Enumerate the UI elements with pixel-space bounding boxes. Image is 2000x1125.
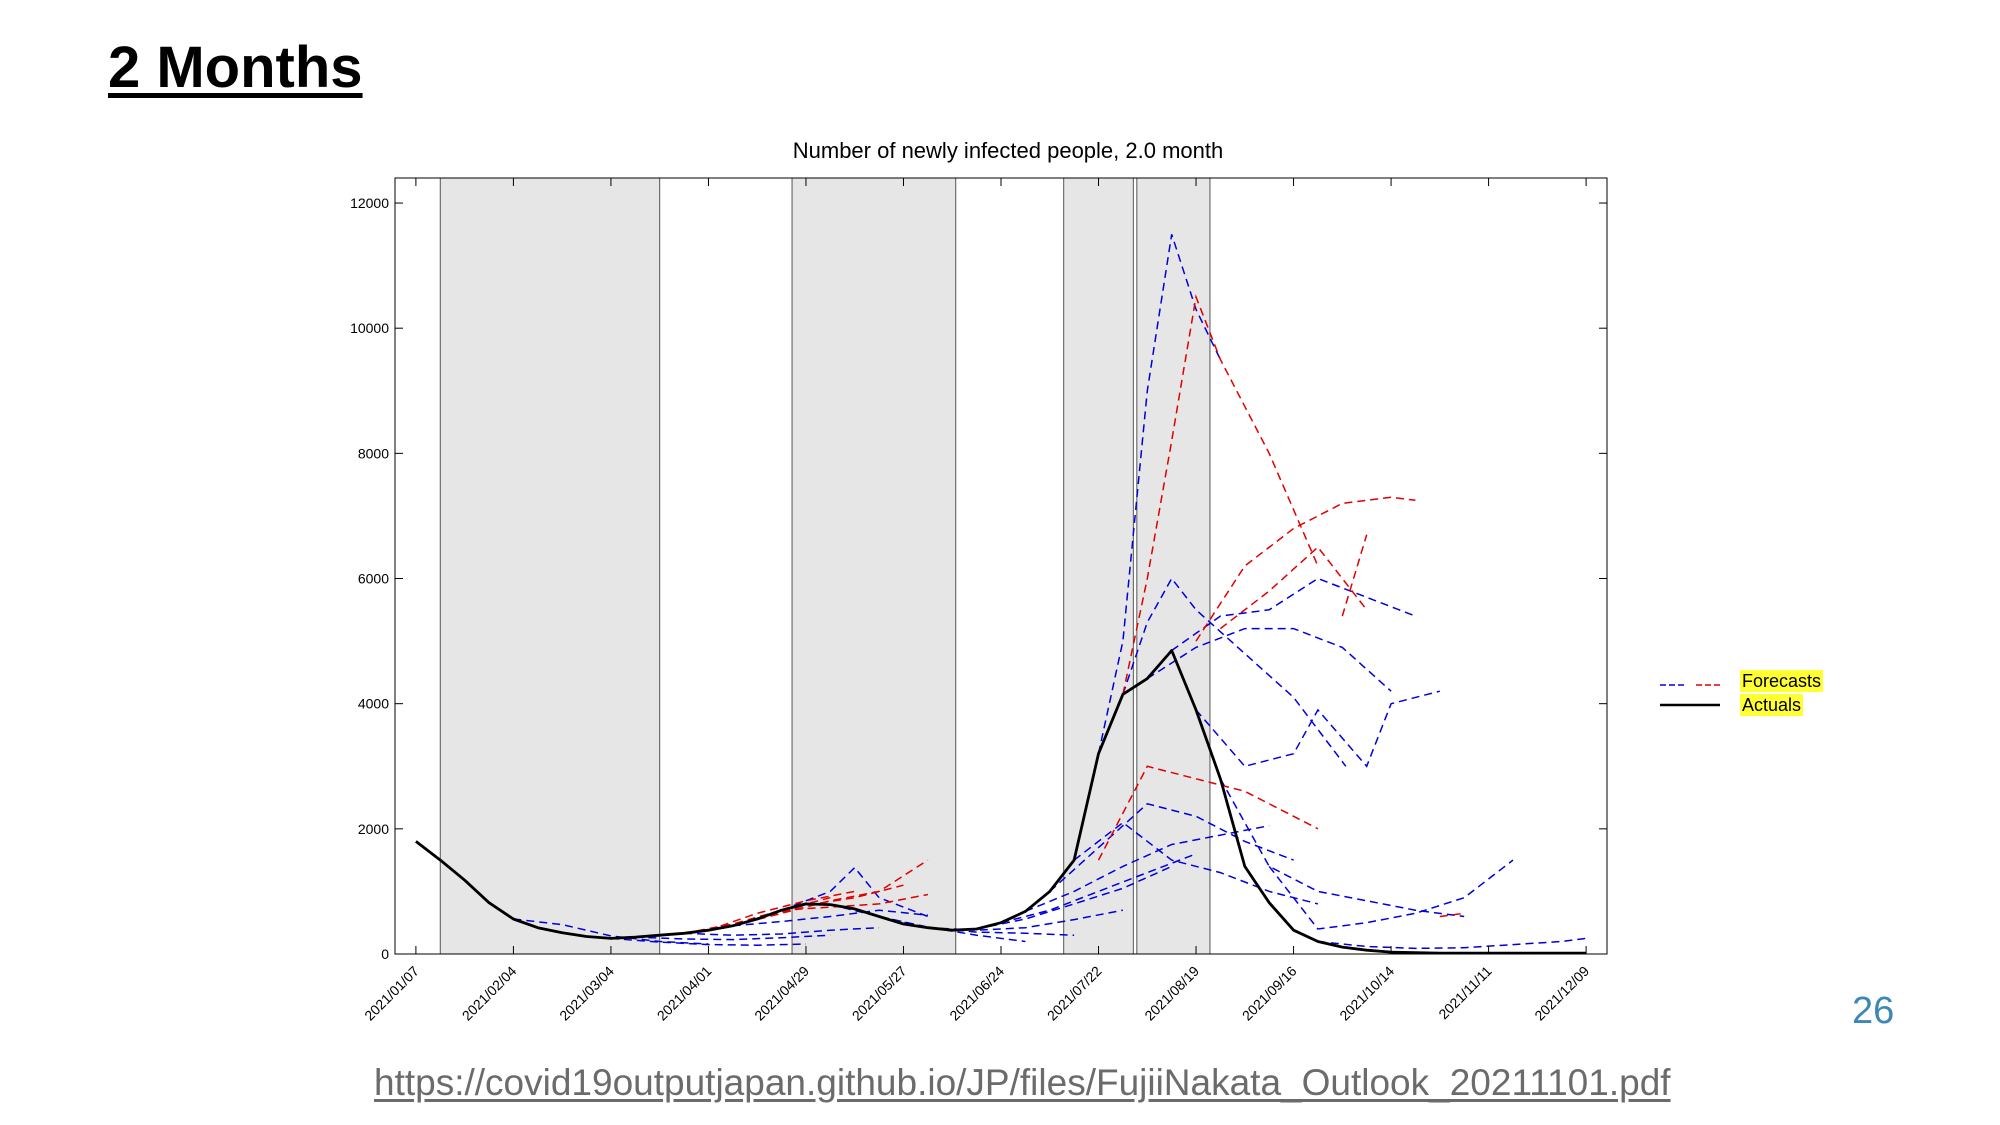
y-tick-label-0: 0	[381, 946, 389, 962]
forecast-blue-line-0	[513, 918, 709, 945]
legend-actuals-label: Actuals	[1740, 694, 1804, 716]
x-tick-label-7: 2021/07/22	[1044, 963, 1105, 1024]
forecast-blue-line-3	[684, 926, 880, 936]
x-tick-label-2: 2021/03/04	[556, 963, 617, 1024]
forecast-blue-line-20	[1268, 859, 1514, 930]
y-tick-label-4000: 4000	[358, 696, 389, 712]
forecast-red-line-10	[1439, 912, 1465, 918]
forecast-blue-line-10	[1000, 853, 1197, 924]
forecast-blue-line-1	[610, 937, 807, 946]
forecast-blue-line-14	[1097, 234, 1222, 754]
x-tick-label-0: 2021/01/07	[361, 963, 422, 1024]
forecast-blue-line-21	[1317, 937, 1587, 950]
slide-title: 2 Months	[108, 35, 363, 100]
chart-title: Number of newly infected people, 2.0 mon…	[793, 138, 1223, 163]
forecast-blue-line-16	[1146, 627, 1392, 692]
forecast-blue-line-19	[1219, 778, 1465, 918]
legend-actual-marker	[1660, 703, 1720, 707]
forecast-blue-line-18	[1195, 690, 1440, 768]
shaded-period-1	[792, 178, 956, 954]
x-tick-label-1: 2021/02/04	[459, 963, 520, 1024]
forecast-blue-line-4	[732, 909, 928, 927]
y-axis: 0 2000 4000 6000 8000 10000 12000	[350, 195, 1607, 962]
legend-forecasts: Forecasts	[1656, 670, 1824, 692]
forecast-red-line-7	[1195, 496, 1416, 642]
y-tick-label-12000: 12000	[350, 195, 389, 211]
x-tick-label-10: 2021/10/14	[1336, 963, 1397, 1024]
x-tick-label-4: 2021/04/29	[751, 963, 812, 1024]
shaded-period-3	[1136, 178, 1210, 954]
source-link[interactable]: https://covid19outputjapan.github.io/JP/…	[374, 1062, 1671, 1103]
forecast-red-line-5	[1097, 765, 1319, 861]
forecast-red-line-4	[781, 893, 929, 911]
forecast-blue-line-11	[1025, 824, 1270, 913]
forecast-blue-line-2	[635, 934, 831, 941]
page-number: 26	[1852, 990, 1895, 1032]
shaded-periods	[439, 178, 1211, 954]
forecast-blue-line-9	[976, 865, 1173, 930]
forecast-blue-line-12	[1049, 802, 1294, 892]
x-tick-label-11: 2021/11/11	[1435, 963, 1495, 1023]
x-tick-label-12: 2021/12/09	[1531, 963, 1592, 1024]
shaded-period-0	[440, 178, 660, 954]
legend-actuals: Actuals	[1656, 694, 1804, 716]
forecast-blue-line-13	[1073, 821, 1319, 905]
forecast-red-line-6	[1122, 294, 1319, 695]
legend-forecasts-label: Forecasts	[1740, 670, 1824, 692]
forecast-red-line-9	[1341, 534, 1368, 617]
x-tick-label-6: 2021/06/24	[946, 963, 1007, 1024]
y-tick-label-8000: 8000	[358, 445, 389, 461]
y-tick-label-6000: 6000	[358, 571, 389, 587]
x-tick-label-9: 2021/09/16	[1239, 963, 1300, 1024]
y-tick-label-10000: 10000	[350, 320, 389, 336]
forecast-blue-series	[513, 234, 1587, 950]
forecast-red-line-8	[1219, 546, 1368, 630]
x-tick-label-5: 2021/05/27	[849, 963, 910, 1024]
forecast-blue-line-17	[1171, 577, 1416, 652]
y-tick-label-2000: 2000	[358, 821, 389, 837]
x-tick-label-3: 2021/04/01	[654, 963, 715, 1024]
shaded-period-2	[1063, 178, 1134, 954]
x-tick-label-8: 2021/08/19	[1141, 963, 1202, 1024]
legend-forecast-marker	[1660, 684, 1720, 686]
